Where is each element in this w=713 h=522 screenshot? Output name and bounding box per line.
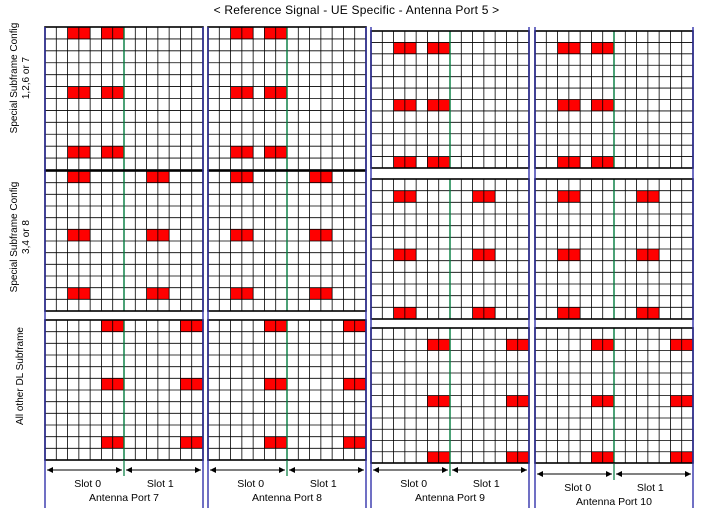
arrow-head-right xyxy=(195,467,201,473)
slot-1-label: Slot 1 xyxy=(310,478,337,490)
arrow-head-right xyxy=(116,467,122,473)
arrow-head-right xyxy=(358,467,364,473)
arrow-head-left xyxy=(616,471,622,477)
antenna-port-label: Antenna Port 9 xyxy=(415,492,485,504)
antenna-port-label: Antenna Port 7 xyxy=(89,492,159,504)
arrow-head-left xyxy=(47,467,53,473)
row-label-2-line1: Special Subframe Config xyxy=(9,181,20,293)
arrow-head-left xyxy=(452,467,458,473)
arrow-head-left xyxy=(373,467,379,473)
slot-0-label: Slot 0 xyxy=(237,478,264,490)
row-label-1-line1: Special Subframe Config xyxy=(9,22,20,134)
row-label-2-line2: 3,4 or 8 xyxy=(21,220,32,254)
antenna-port-label: Antenna Port 10 xyxy=(576,496,652,508)
arrow-head-right xyxy=(685,471,691,477)
slot-0-label: Slot 0 xyxy=(74,478,101,490)
slot-1-label: Slot 1 xyxy=(637,482,664,494)
slot-0-label: Slot 0 xyxy=(564,482,591,494)
slot-1-label: Slot 1 xyxy=(473,478,500,490)
arrow-head-left xyxy=(210,467,216,473)
row-label-1-line2: 1,2,6 or 7 xyxy=(21,56,32,100)
arrow-head-right xyxy=(521,467,527,473)
arrow-head-left xyxy=(537,471,543,477)
row-label-1: Special Subframe Config 1,2,6 or 7 xyxy=(9,3,33,153)
arrow-head-right xyxy=(442,467,448,473)
arrow-head-right xyxy=(279,467,285,473)
slot-0-label: Slot 0 xyxy=(400,478,427,490)
row-label-3: All other DL Subframe xyxy=(15,301,27,451)
diagram-title: < Reference Signal - UE Specific - Anten… xyxy=(213,3,500,17)
arrow-head-right xyxy=(606,471,612,477)
arrow-head-left xyxy=(126,467,132,473)
row-label-3-line1: All other DL Subframe xyxy=(15,327,26,426)
row-label-2: Special Subframe Config 3,4 or 8 xyxy=(9,162,33,312)
arrow-head-left xyxy=(289,467,295,473)
slot-1-label: Slot 1 xyxy=(147,478,174,490)
antenna-port-label: Antenna Port 8 xyxy=(252,492,322,504)
